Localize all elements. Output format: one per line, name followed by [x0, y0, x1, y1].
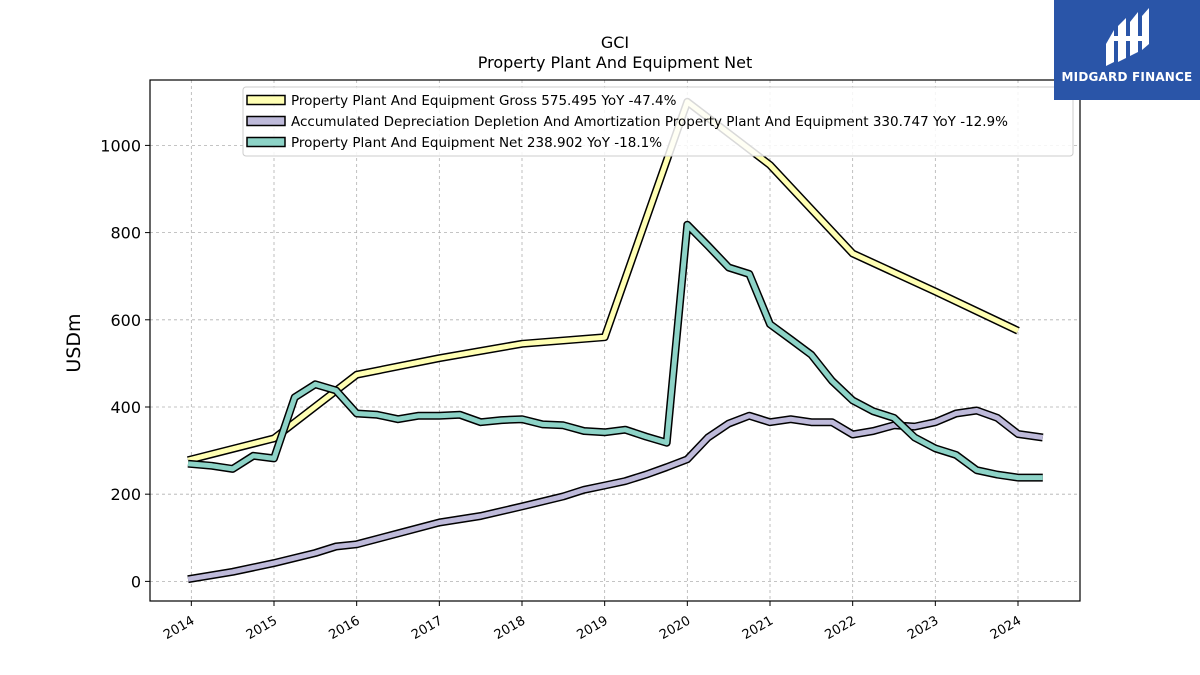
- legend-entry: Accumulated Depreciation Depletion And A…: [291, 114, 1008, 130]
- x-tick-label: 2023: [905, 613, 941, 643]
- x-tick-label: 2019: [575, 613, 611, 643]
- x-tick-label: 2020: [657, 613, 693, 643]
- x-tick-label: 2015: [244, 613, 280, 643]
- axes: 0 200 400 600 800 1000 2014 2015 2016 2017 2018 201…: [100, 79, 1081, 643]
- y-tick-label: 1000: [100, 136, 141, 155]
- legend-swatch: [246, 94, 286, 106]
- y-tick-label: 400: [110, 398, 141, 417]
- legend-entry: Property Plant And Equipment Gross 575.4…: [291, 93, 677, 109]
- logo-text: MIDGARD FINANCE: [1061, 70, 1193, 84]
- midgard-finance-logo: MIDGARD FINANCE: [1054, 0, 1200, 100]
- x-tick-label: 2018: [492, 613, 528, 643]
- series-line: [187, 99, 1020, 463]
- x-tick-label: 2021: [740, 613, 776, 643]
- series-line: [187, 222, 1043, 481]
- y-axis-label: USDm: [63, 313, 85, 372]
- y-tick-label: 0: [131, 572, 141, 591]
- chart-title: GCI: [601, 33, 629, 52]
- chart-subtitle: Property Plant And Equipment Net: [478, 53, 753, 72]
- x-tick-label: 2024: [988, 613, 1024, 643]
- grid-lines: [150, 80, 1080, 601]
- x-tick-label: 2016: [327, 613, 363, 643]
- legend: Property Plant And Equipment Gross 575.4…: [242, 86, 1074, 157]
- y-tick-label: 200: [110, 485, 141, 504]
- plot-frame: [149, 79, 1081, 602]
- legend-swatch: [246, 115, 286, 127]
- series-line: [187, 408, 1044, 582]
- legend-swatch: [246, 136, 286, 148]
- x-tick-label: 2014: [161, 613, 197, 643]
- y-tick-label: 800: [110, 224, 141, 243]
- legend-entry: Property Plant And Equipment Net 238.902…: [291, 135, 662, 151]
- series-lines: [187, 97, 1044, 584]
- x-tick-label: 2022: [823, 613, 859, 643]
- logo-mark-icon: [1106, 8, 1149, 66]
- x-tick-label: 2017: [409, 613, 445, 643]
- legend-box: [242, 86, 1074, 157]
- y-tick-label: 600: [110, 311, 141, 330]
